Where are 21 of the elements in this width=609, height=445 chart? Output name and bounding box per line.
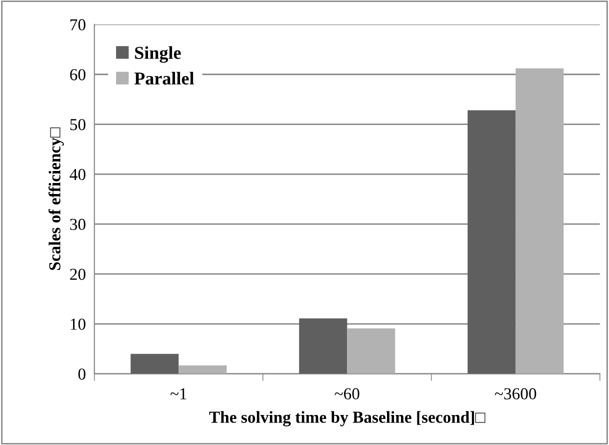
bar [130, 354, 179, 374]
y-tick-label: 10 [70, 318, 86, 330]
x-tick-label: ~60 [334, 388, 360, 400]
y-tick-label: 60 [70, 69, 86, 80]
x-tick-label: ~3600 [494, 388, 536, 400]
bar [468, 110, 516, 374]
y-tick-label: 0 [78, 368, 86, 380]
x-tick-label: ~1 [170, 388, 186, 400]
legend-label: Single [135, 46, 181, 63]
y-tick-label: 30 [70, 218, 86, 230]
x-axis-title: The solving time by Baseline [second]□ [209, 411, 486, 426]
y-tick-label: 40 [70, 168, 86, 180]
y-axis-title: Scales of efficiency□ [48, 128, 64, 270]
legend-label: Parallel [134, 72, 194, 85]
bar [516, 68, 564, 374]
y-tick-label: 20 [70, 268, 86, 280]
y-tick-label: 70 [70, 19, 86, 30]
bar [347, 328, 396, 374]
y-tick-label: 50 [70, 118, 86, 130]
bar [299, 318, 348, 374]
bar [178, 365, 227, 374]
